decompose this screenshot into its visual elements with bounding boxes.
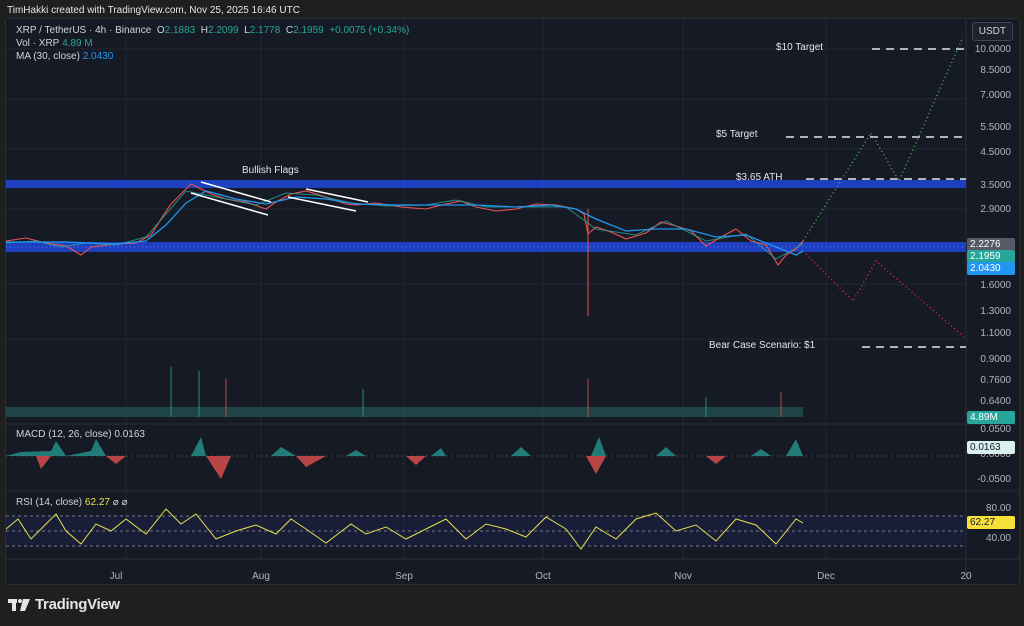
price-tick: 0.7600 [980,375,1011,386]
bear-case-label: Bear Case Scenario: $1 [709,340,816,351]
rsi-tick: 80.00 [985,503,1011,514]
x-tick: Dec [817,571,835,582]
volume-tag: 4.89M [967,411,1015,424]
x-tick: Nov [674,571,692,582]
tradingview-logo[interactable]: TradingView [8,596,120,613]
volume-legend[interactable]: Vol · XRP 4.89 M [16,38,93,49]
x-tick: Aug [252,571,270,582]
target-10-label: $10 Target [776,42,824,53]
symbol-legend[interactable]: XRP / TetherUS · 4h · Binance O2.1883 H2… [16,25,410,36]
price-tick: 1.6000 [980,280,1011,291]
price-tick: 8.5000 [980,65,1011,76]
price-tick: 4.5000 [980,147,1011,158]
rsi-value-tag: 62.27 [967,516,1015,529]
chart-canvas[interactable] [6,19,1019,584]
currency-button[interactable]: USDT [971,22,1013,41]
macd-tick: 0.0000 [980,449,1011,460]
rsi-tick: 40.00 [985,533,1011,544]
price-tick: 1.1000 [980,328,1011,339]
bullish-flags-label: Bullish Flags [242,165,299,176]
brand-name: TradingView [35,596,120,613]
x-tick: Jul [109,571,123,582]
macd-legend[interactable]: MACD (12, 26, close) 0.0163 [16,429,145,440]
target-5-label: $5 Target [716,129,758,140]
ath-label: $3.65 ATH [736,172,783,183]
price-tick: 1.3000 [980,306,1011,317]
tradingview-logo-icon [8,598,30,611]
chart-credit: TimHakki created with TradingView.com, N… [7,5,300,16]
price-tick: 0.9000 [980,354,1011,365]
price-tick: 10.0000 [974,44,1011,55]
price-tick: 7.0000 [980,90,1011,101]
x-tick: Sep [395,571,413,582]
x-tick: Oct [535,571,551,582]
ma-price-tag: 2.0430 [967,262,1015,275]
macd-tick: 0.0500 [980,424,1011,435]
price-tick: 0.6400 [980,396,1011,407]
macd-tick: -0.0500 [977,474,1011,485]
volume-bars [6,367,803,417]
price-tick: 5.5000 [980,122,1011,133]
chart-frame[interactable]: XRP / TetherUS · 4h · Binance O2.1883 H2… [5,18,1020,585]
resistance-price-tag: 2.2276 [967,238,1015,251]
last-price-tag: 2.1959 [967,250,1015,263]
price-tick: 2.9000 [980,204,1011,215]
price-tick: 3.5000 [980,180,1011,191]
macd-value-tag: 0.0163 [967,441,1015,454]
ath-zone [6,180,966,188]
ma-legend[interactable]: MA (30, close) 2.0430 [16,51,114,62]
x-tick: 20 [960,571,972,582]
rsi-legend[interactable]: RSI (14, close) 62.27 ⌀ ⌀ [16,497,128,508]
